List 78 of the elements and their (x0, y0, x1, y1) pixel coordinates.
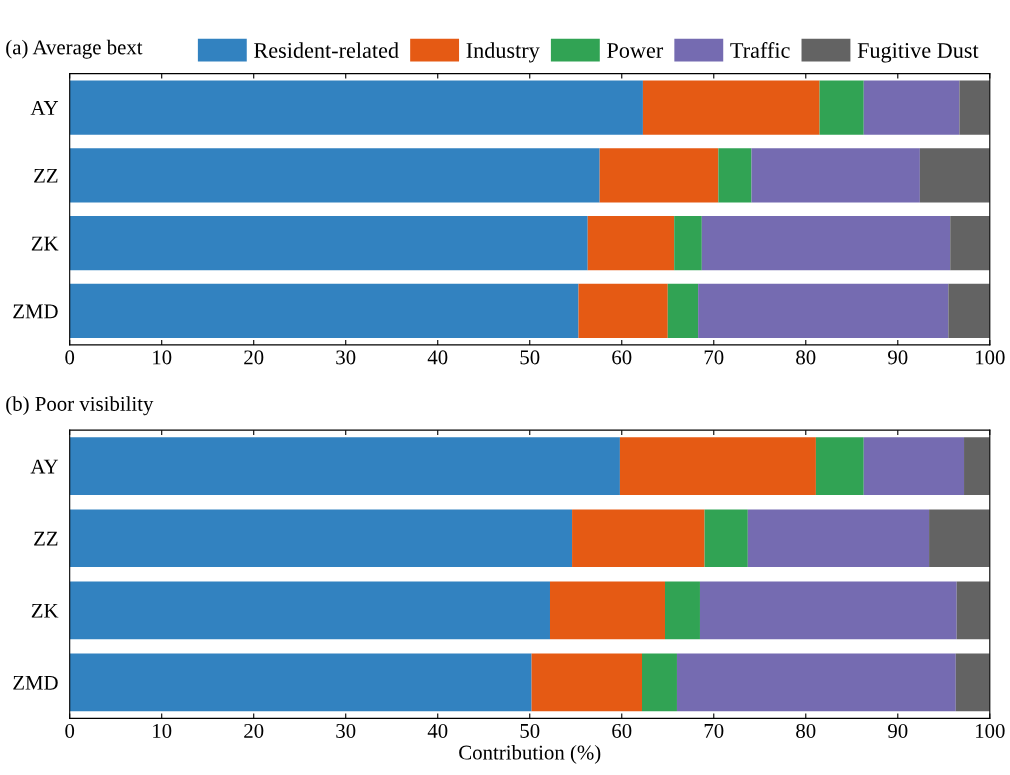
y-tick-label: ZZ (34, 531, 58, 546)
legend-label: Fugitive Dust (857, 43, 979, 63)
x-tick-label: 20 (244, 723, 264, 738)
bar (950, 216, 990, 271)
y-tick-label: ZMD (13, 304, 58, 319)
bar (578, 283, 668, 339)
x-tick-label: 100 (976, 723, 1005, 738)
x-tick-label: 90 (888, 350, 908, 365)
x-tick-label: 80 (796, 350, 816, 365)
x-tick-label: 50 (520, 350, 540, 365)
bar (665, 581, 700, 640)
y-tick-label: ZK (31, 236, 59, 251)
x-tick-label: 10 (153, 723, 172, 738)
bar (69, 216, 588, 271)
bar (599, 148, 719, 203)
bar (863, 437, 965, 495)
bar (667, 283, 699, 339)
bar (815, 437, 864, 495)
legend-label: Power (607, 43, 664, 58)
bar (69, 509, 573, 568)
bar (69, 148, 600, 203)
bar (676, 653, 956, 712)
bar (964, 437, 990, 495)
y-tick-label: ZK (31, 603, 59, 618)
y-tick-label: ZZ (34, 168, 58, 183)
x-tick-label: 100 (976, 350, 1005, 365)
y-tick-label: AY (30, 459, 59, 474)
bar (699, 581, 957, 640)
bar (572, 509, 705, 568)
chart-title: (a) Average bext (6, 39, 143, 59)
bar (959, 80, 990, 135)
bar (819, 80, 864, 135)
legend-label: Industry (466, 42, 540, 63)
bar (69, 437, 620, 495)
x-tick-label: 40 (427, 723, 448, 738)
bar (531, 653, 642, 712)
bar (718, 148, 752, 203)
x-tick-label: 80 (796, 723, 816, 738)
bar (751, 148, 920, 203)
x-tick-label: 60 (612, 350, 632, 365)
x-tick-label: 20 (244, 350, 264, 365)
x-tick-label: 30 (336, 350, 356, 365)
bar (948, 283, 990, 339)
chart-title: (b) Poor visibility (6, 396, 154, 416)
bar (919, 148, 990, 203)
bar (674, 216, 702, 271)
x-axis-title: Contribution (%) (459, 744, 601, 764)
x-tick-label: 60 (612, 723, 632, 738)
x-tick-label: 0 (65, 723, 75, 738)
bar (747, 509, 930, 568)
x-tick-label: 0 (65, 350, 75, 365)
bar (549, 581, 665, 640)
bar (956, 581, 990, 640)
x-tick-label: 70 (704, 350, 724, 365)
bar (701, 216, 951, 271)
bar (69, 581, 550, 640)
x-tick-label: 90 (888, 723, 908, 738)
bar (587, 216, 675, 271)
y-tick-label: AY (30, 101, 59, 115)
x-tick-label: 70 (704, 723, 724, 738)
bar (69, 283, 579, 339)
bar (642, 653, 677, 712)
x-tick-label: 10 (153, 350, 172, 365)
legend-label: Traffic (730, 42, 790, 58)
x-tick-label: 40 (427, 350, 448, 365)
bar (698, 283, 949, 339)
bar (619, 437, 816, 495)
legend-label: Resident-related (254, 42, 399, 58)
bar (69, 80, 643, 135)
bar (642, 80, 820, 135)
y-tick-label: ZMD (13, 675, 58, 690)
x-tick-label: 30 (336, 723, 356, 738)
bar (69, 653, 532, 712)
bar (704, 509, 748, 568)
bar (955, 653, 990, 712)
bar (863, 80, 960, 135)
x-tick-label: 50 (520, 723, 540, 738)
bar (929, 509, 990, 568)
